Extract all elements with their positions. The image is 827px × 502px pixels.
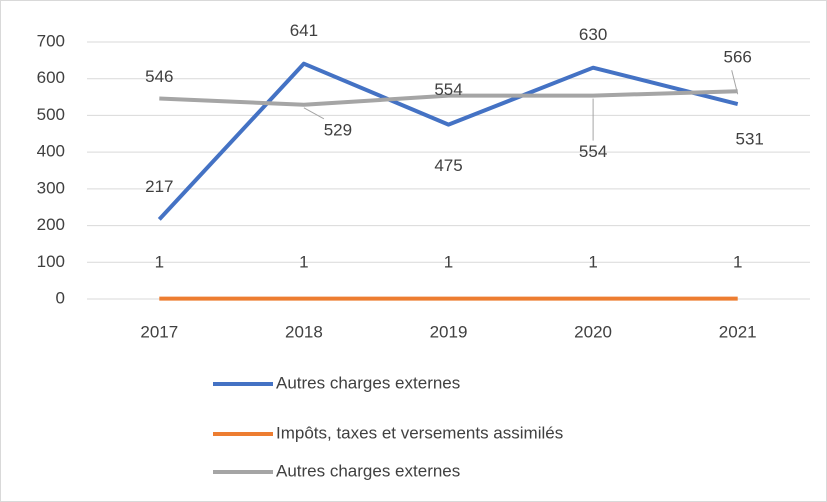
leader-line xyxy=(303,107,325,120)
line-series xyxy=(159,89,738,107)
data-label: 1 xyxy=(299,252,308,271)
y-tick-label: 500 xyxy=(37,105,65,124)
data-label: 546 xyxy=(145,67,173,86)
y-tick-label: 700 xyxy=(37,31,65,50)
data-label: 475 xyxy=(434,156,462,175)
x-tick-label: 2019 xyxy=(430,322,468,341)
data-label: 630 xyxy=(579,25,607,44)
data-label: 217 xyxy=(145,177,173,196)
x-tick-label: 2018 xyxy=(285,322,323,341)
data-label: 1 xyxy=(588,252,597,271)
y-tick-label: 0 xyxy=(56,288,65,307)
x-tick-label: 2017 xyxy=(140,322,178,341)
x-tick-label: 2020 xyxy=(574,322,612,341)
legend-label: Autres charges externes xyxy=(276,373,460,392)
data-label: 566 xyxy=(724,48,752,67)
legend-label: Autres charges externes xyxy=(276,461,460,480)
line-series xyxy=(157,61,739,221)
legend-label: Impôts, taxes et versements assimilés xyxy=(276,423,563,442)
data-label: 554 xyxy=(579,142,607,161)
x-tick-label: 2021 xyxy=(719,322,757,341)
y-tick-label: 400 xyxy=(37,142,65,161)
y-tick-label: 300 xyxy=(37,178,65,197)
data-label: 1 xyxy=(155,252,164,271)
y-tick-label: 100 xyxy=(37,252,65,271)
data-label: 1 xyxy=(444,252,453,271)
data-label: 554 xyxy=(434,80,462,99)
data-label: 641 xyxy=(290,21,318,40)
data-label: 529 xyxy=(324,120,352,139)
data-label: 1 xyxy=(733,252,742,271)
y-tick-label: 600 xyxy=(37,68,65,87)
data-label: 531 xyxy=(736,130,764,149)
leader-line xyxy=(731,70,739,95)
y-tick-label: 200 xyxy=(37,215,65,234)
